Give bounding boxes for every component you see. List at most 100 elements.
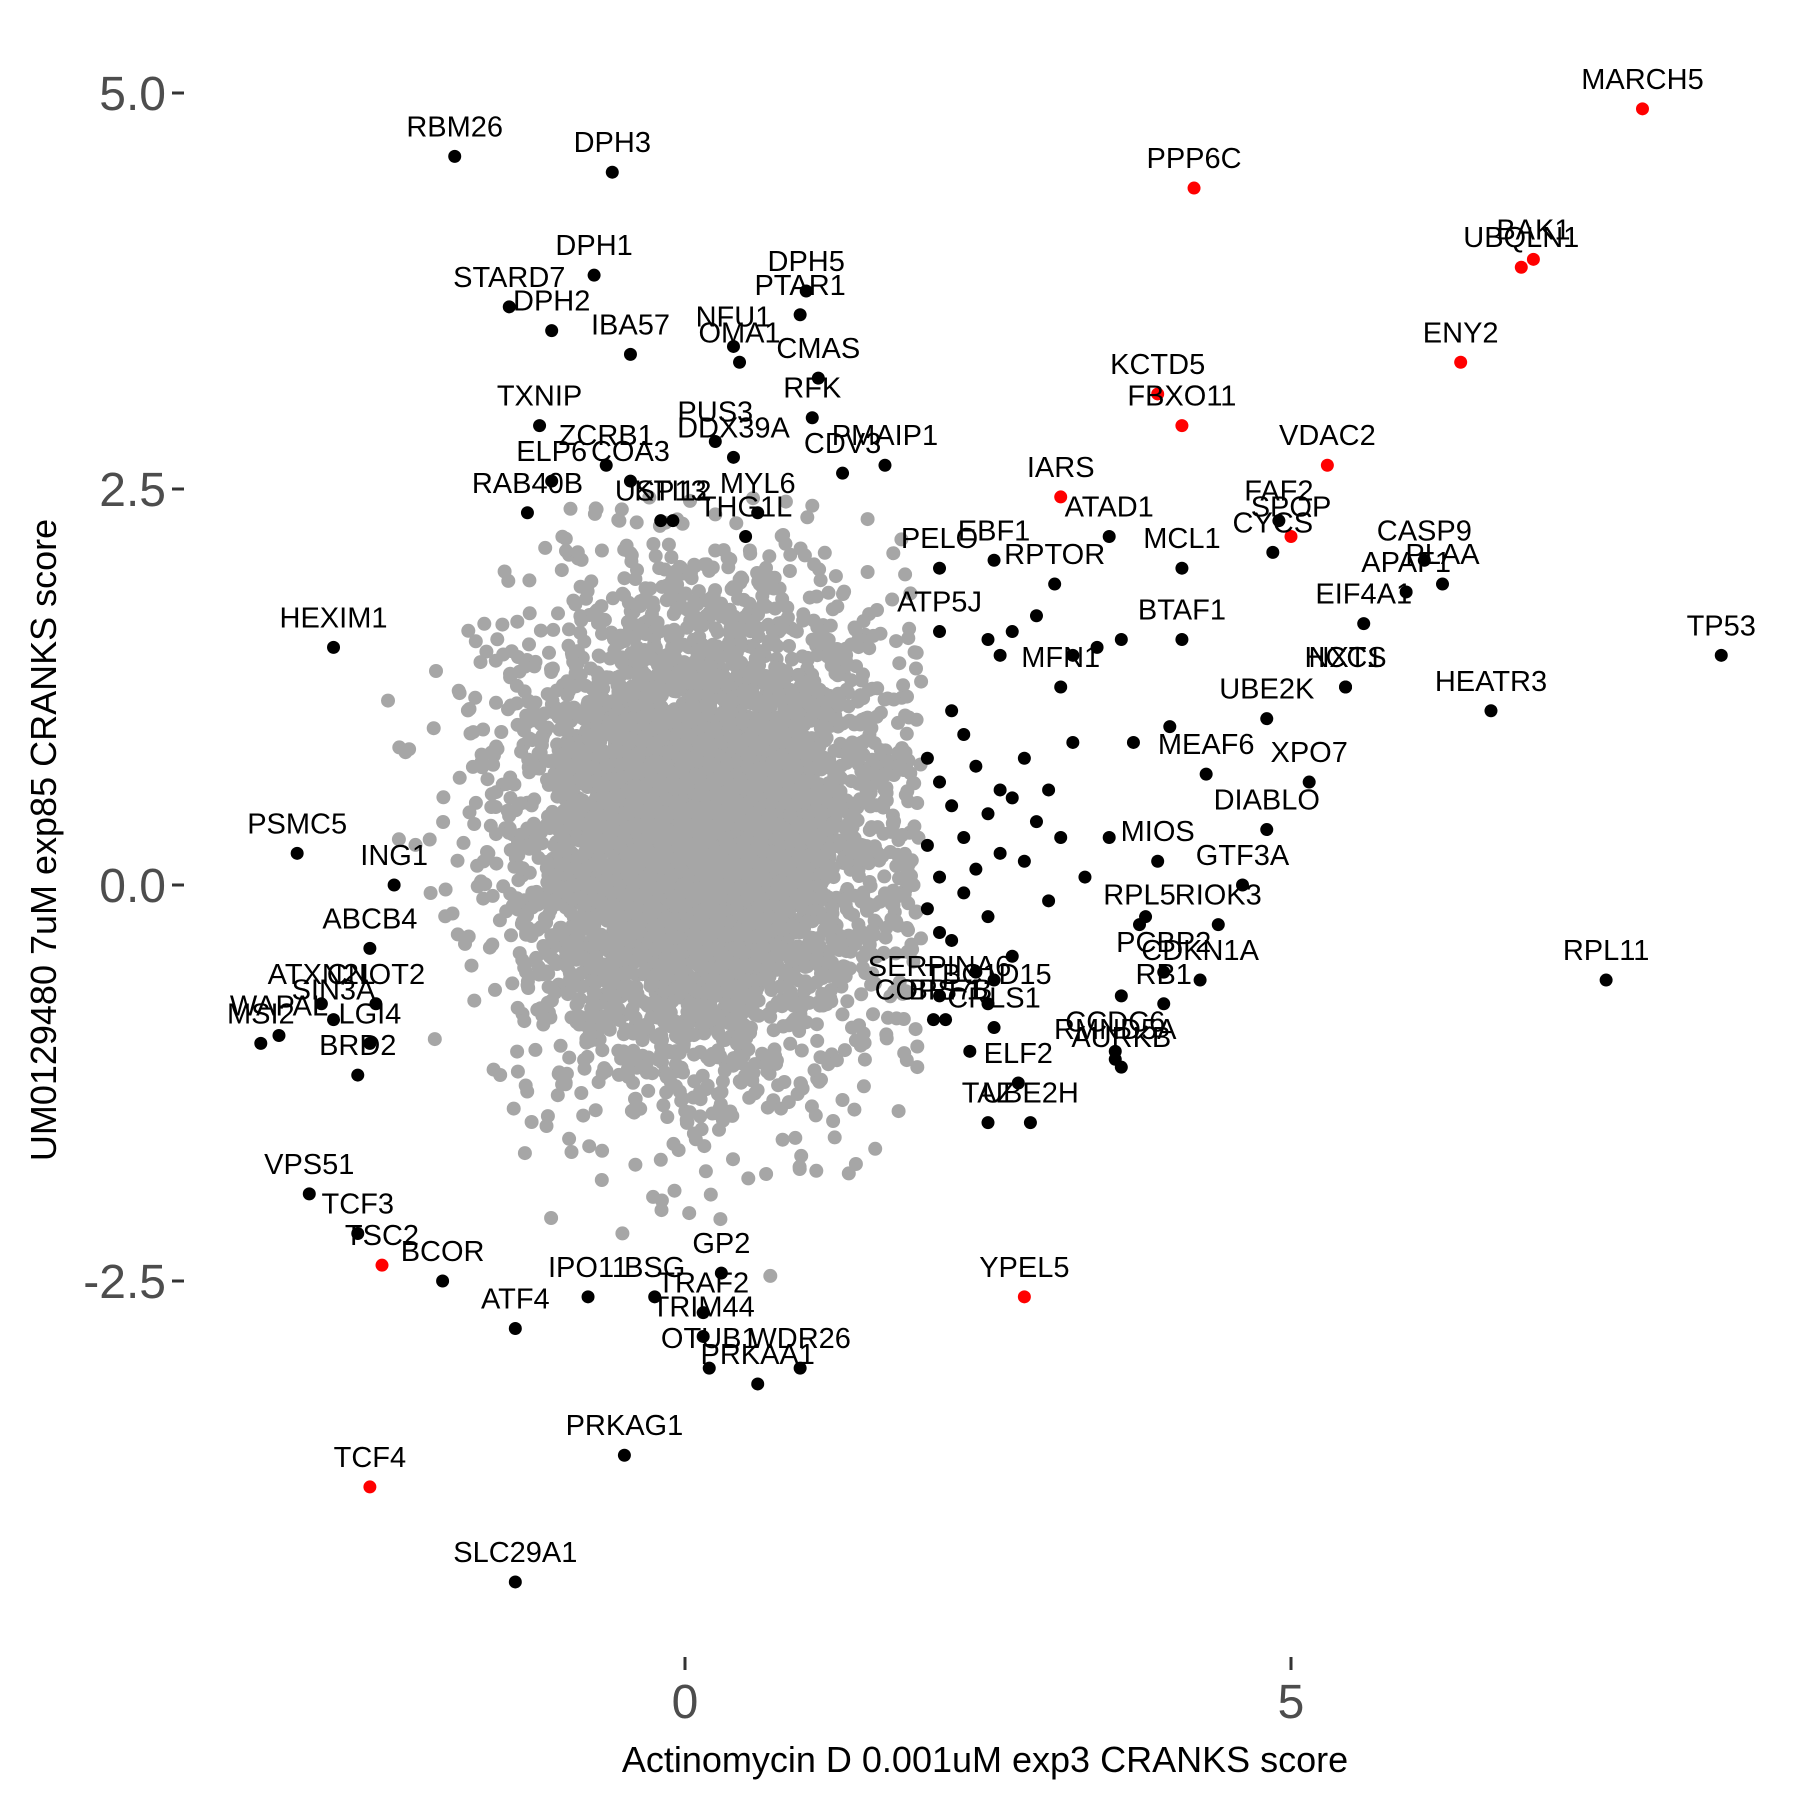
background-point: [559, 1066, 574, 1081]
background-point: [484, 787, 499, 802]
background-point: [574, 613, 589, 628]
background-point: [889, 634, 904, 649]
background-point: [503, 666, 517, 681]
background-point: [791, 668, 806, 683]
background-point: [716, 1113, 730, 1128]
background-point: [642, 490, 657, 505]
background-point: [794, 1000, 809, 1015]
background-point: [908, 1022, 923, 1037]
background-point: [836, 587, 850, 601]
background-point: [772, 979, 787, 994]
background-point: [879, 754, 894, 769]
background-point: [679, 1115, 694, 1130]
background-point: [450, 927, 465, 942]
background-point: [848, 1157, 863, 1171]
background-point: [544, 1211, 559, 1225]
background-point: [510, 1064, 525, 1079]
background-point: [745, 1073, 760, 1088]
background-point: [674, 1060, 689, 1075]
background-point: [473, 655, 488, 670]
background-point: [762, 549, 777, 564]
background-point: [896, 1012, 911, 1026]
background-point: [494, 725, 509, 739]
background-point: [593, 809, 608, 824]
background-point: [806, 613, 821, 628]
background-point: [870, 681, 885, 696]
background-point: [729, 882, 744, 897]
background-point: [708, 621, 723, 636]
background-point: [626, 630, 641, 645]
background-point: [845, 1020, 859, 1035]
background-point: [816, 998, 830, 1013]
background-point: [712, 960, 726, 975]
background-point: [628, 981, 643, 996]
background-point: [506, 1101, 521, 1116]
background-point: [892, 656, 907, 671]
background-point: [646, 537, 661, 551]
background-point: [833, 836, 848, 851]
background-point: [480, 772, 495, 787]
background-point: [789, 972, 804, 986]
background-point: [653, 1152, 668, 1167]
background-point: [714, 1085, 729, 1099]
background-point: [770, 962, 784, 977]
background-point: [645, 595, 660, 610]
background-point: [636, 966, 651, 980]
background-point: [914, 931, 928, 946]
background-point: [812, 562, 827, 577]
background-point: [855, 949, 870, 964]
background-point: [468, 634, 483, 649]
background-point: [450, 853, 465, 868]
background-point: [817, 545, 832, 560]
background-point: [594, 1173, 609, 1187]
background-point: [906, 954, 921, 969]
background-point: [484, 800, 499, 814]
background-point: [505, 976, 520, 991]
background-point: [542, 645, 556, 660]
background-point: [794, 1043, 809, 1058]
background-point: [851, 869, 866, 883]
background-point: [555, 529, 570, 544]
background-point: [774, 1101, 788, 1116]
background-point: [835, 716, 850, 731]
background-point: [707, 603, 721, 618]
background-point: [766, 634, 781, 649]
background-point: [796, 607, 811, 622]
background-point: [870, 603, 884, 617]
background-point: [633, 594, 648, 609]
background-point: [909, 904, 924, 919]
background-point: [714, 650, 728, 665]
background-point: [745, 1003, 760, 1018]
background-point: [800, 510, 815, 525]
background-point: [548, 778, 563, 793]
background-point: [524, 798, 539, 813]
background-point: [697, 1139, 712, 1154]
background-point: [627, 1101, 642, 1116]
background-point: [805, 498, 820, 513]
background-point: [510, 1044, 525, 1059]
background-point: [864, 721, 879, 735]
background-point: [436, 815, 451, 829]
background-point: [856, 1079, 871, 1094]
background-point: [814, 853, 828, 868]
background-point: [488, 982, 502, 997]
background-point: [527, 659, 542, 674]
background-point: [910, 1039, 925, 1054]
background-point: [792, 1162, 807, 1176]
background-cloud: [381, 490, 929, 1283]
background-point: [427, 1032, 442, 1047]
background-point: [584, 574, 599, 589]
background-point: [864, 977, 879, 992]
background-point: [524, 1115, 539, 1129]
background-point: [611, 1067, 626, 1082]
background-point: [816, 719, 831, 734]
background-point: [746, 491, 760, 506]
background-point: [572, 708, 587, 723]
background-point: [651, 1052, 666, 1067]
background-point: [840, 994, 855, 1009]
background-point: [569, 679, 583, 694]
background-point: [558, 755, 573, 770]
background-point: [797, 983, 812, 998]
background-point: [865, 966, 880, 981]
background-point: [474, 874, 488, 889]
